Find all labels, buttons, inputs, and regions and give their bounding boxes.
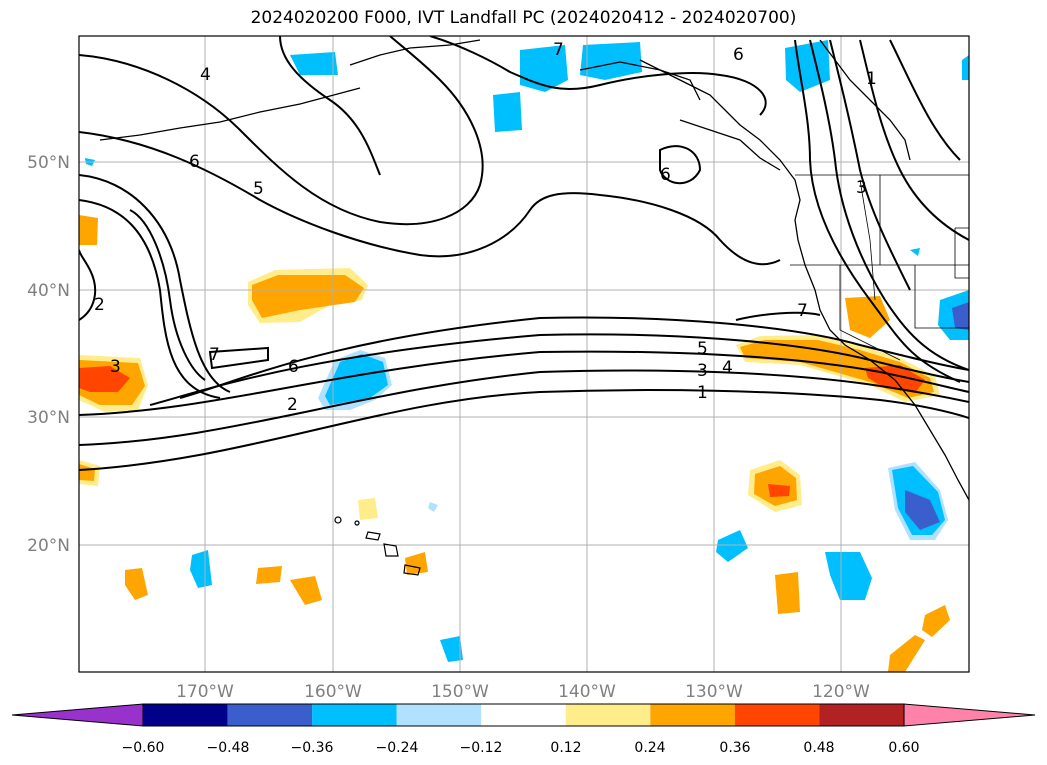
contour-label: 6 <box>733 45 744 65</box>
colorbar-segment <box>396 704 482 726</box>
contour-label: 6 <box>660 165 671 185</box>
contour-label: 7 <box>797 301 808 321</box>
colorbar-segment <box>650 704 735 726</box>
contour-label: 3 <box>110 357 121 377</box>
colorbar-ticks: −0.60 −0.48 −0.36 −0.24 −0.12 0.12 0.24 … <box>122 740 920 756</box>
colorbar-tick-label: 0.36 <box>719 740 750 756</box>
lat-label-50n: 50°N <box>27 153 70 173</box>
lon-label-170w: 170°W <box>176 682 234 702</box>
colorbar-tick-label: −0.36 <box>291 740 334 756</box>
contour-label: 1 <box>697 383 708 403</box>
lat-label-20n: 20°N <box>27 536 70 556</box>
contour-label: 6 <box>288 357 299 377</box>
lon-label-140w: 140°W <box>558 682 616 702</box>
contour-label: 3 <box>697 361 708 381</box>
colorbar-border <box>142 703 905 727</box>
colorbar-tick-label: 0.48 <box>803 740 834 756</box>
lat-label-30n: 30°N <box>27 408 70 428</box>
colorbar-segment <box>143 704 228 726</box>
colorbar <box>11 703 1036 727</box>
colorbar-extend-low <box>11 703 144 727</box>
colorbar-segment <box>734 704 820 726</box>
contour-lines <box>79 36 969 471</box>
lat-label-40n: 40°N <box>27 281 70 301</box>
map-title: 2024020200 F000, IVT Landfall PC (202402… <box>250 8 797 28</box>
latitude-labels: 20°N 30°N 40°N 50°N <box>27 153 70 556</box>
contour-label: 5 <box>253 179 264 199</box>
colorbar-tick-label: −0.48 <box>207 740 250 756</box>
colorbar-tick-label: 0.24 <box>634 740 665 756</box>
hawaii-islands <box>334 516 421 576</box>
lon-label-160w: 160°W <box>304 682 362 702</box>
colorbar-segment <box>819 704 905 726</box>
colorbar-tick-label: −0.12 <box>460 740 503 756</box>
colorbar-segment <box>227 704 313 726</box>
colorbar-tick-label: −0.24 <box>376 740 419 756</box>
lon-label-150w: 150°W <box>431 682 489 702</box>
contour-label: 6 <box>189 152 200 172</box>
colorbar-tick-label: 0.12 <box>550 740 581 756</box>
contour-label: 3 <box>856 178 867 198</box>
contour-label: 7 <box>553 40 564 60</box>
lon-label-120w: 120°W <box>812 682 870 702</box>
colorbar-segment <box>565 704 651 726</box>
colorbar-segment <box>481 704 566 726</box>
contour-label: 7 <box>209 345 220 365</box>
colorbar-tick-label: −0.60 <box>122 740 165 756</box>
colorbar-segment <box>312 704 397 726</box>
contour-label: 1 <box>866 69 877 89</box>
colorbar-tick-label: 0.60 <box>888 740 919 756</box>
map-frame <box>78 35 970 673</box>
contour-label: 2 <box>287 395 298 415</box>
lon-label-130w: 130°W <box>685 682 743 702</box>
colorbar-extend-high <box>903 703 1036 727</box>
shaded-anomalies <box>79 40 969 672</box>
contour-label: 5 <box>697 339 708 359</box>
contour-label: 4 <box>722 358 733 378</box>
contour-label-group: 1 2 2 3 3 3 4 4 5 5 6 6 6 6 7 7 7 1 <box>94 40 877 415</box>
contour-label: 2 <box>94 295 105 315</box>
longitude-labels: 170°W 160°W 150°W 140°W 130°W 120°W <box>176 682 870 702</box>
contour-label: 4 <box>200 65 211 85</box>
